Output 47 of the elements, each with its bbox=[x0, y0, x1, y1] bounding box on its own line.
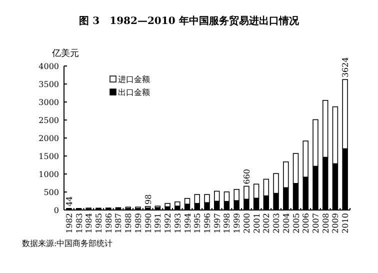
legend: 进口金额 bbox=[118, 75, 150, 84]
ytick: 3500 bbox=[38, 80, 59, 89]
title: 图 3 1982—2010 年中国服务贸易进出口情况 bbox=[79, 16, 299, 27]
ytick: 2500 bbox=[38, 116, 59, 125]
xtick: 1990 bbox=[144, 213, 153, 234]
xtick: 1995 bbox=[193, 213, 202, 234]
ytick: 2000 bbox=[38, 134, 59, 143]
xtick: 2002 bbox=[262, 213, 272, 234]
xtick: 2001 bbox=[252, 213, 262, 234]
xtick: 2009 bbox=[331, 213, 340, 234]
ytick: 0 bbox=[54, 206, 59, 215]
xtick: 1987 bbox=[114, 213, 124, 234]
ytick: 500 bbox=[44, 188, 59, 197]
xtick: 2006 bbox=[302, 213, 311, 234]
xtick: 1998 bbox=[222, 213, 232, 234]
xtick: 1985 bbox=[94, 213, 104, 234]
total: 660 bbox=[242, 168, 252, 184]
ytick: 4000 bbox=[38, 62, 59, 71]
xtick: 2003 bbox=[272, 213, 282, 234]
xtick: 1988 bbox=[124, 213, 134, 234]
ytick: 1500 bbox=[38, 152, 59, 161]
xtick: 1983 bbox=[74, 213, 84, 234]
xtick: 1991 bbox=[154, 213, 163, 234]
xtick: 1992 bbox=[164, 213, 173, 234]
ylabel: 亿美元 bbox=[52, 49, 79, 59]
xtick: 2005 bbox=[292, 213, 301, 234]
annotation: 数据来源:中国商务部统计 bbox=[22, 239, 113, 248]
legend: 出口金额 bbox=[118, 88, 150, 97]
ytick: 1000 bbox=[38, 170, 59, 179]
xtick: 1986 bbox=[104, 213, 114, 234]
ytick: 3000 bbox=[38, 98, 59, 107]
total: 44 bbox=[64, 196, 74, 206]
xtick: 2000 bbox=[242, 213, 252, 234]
xtick: 2008 bbox=[321, 213, 330, 234]
xtick: 2007 bbox=[311, 213, 320, 234]
xtick: 1993 bbox=[173, 213, 182, 234]
total: 3624 bbox=[341, 57, 350, 78]
xtick: 1994 bbox=[183, 213, 192, 234]
xtick: 2004 bbox=[282, 213, 291, 234]
xtick: 1997 bbox=[212, 213, 222, 234]
total: 98 bbox=[144, 194, 153, 204]
xtick: 1999 bbox=[232, 213, 242, 234]
xtick: 1989 bbox=[134, 213, 143, 234]
xtick: 1996 bbox=[203, 213, 212, 234]
xtick: 1982 bbox=[64, 213, 74, 234]
xtick: 1984 bbox=[84, 213, 94, 234]
xtick: 2010 bbox=[341, 213, 350, 234]
